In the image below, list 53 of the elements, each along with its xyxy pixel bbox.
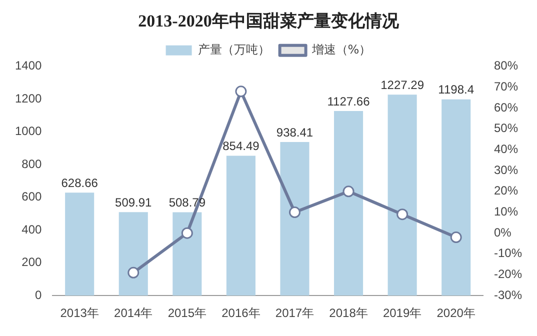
bar xyxy=(442,99,471,296)
y2-tick-label: 60% xyxy=(494,100,518,114)
x-tick-label: 2019年 xyxy=(382,306,422,320)
y2-tick-label: 10% xyxy=(494,204,518,219)
y-tick-label: 1400 xyxy=(14,58,42,73)
data-label: 1227.29 xyxy=(380,78,424,92)
y-tick-label: 1200 xyxy=(14,91,42,106)
chart-title: 2013-2020年中国甜菜产量变化情况 xyxy=(138,12,400,31)
data-label: 1127.66 xyxy=(327,94,370,108)
y-tick-label: 200 xyxy=(22,255,42,270)
point xyxy=(181,227,193,239)
x-tick-label: 2018年 xyxy=(329,306,368,320)
point xyxy=(342,186,354,198)
point xyxy=(396,208,408,220)
point xyxy=(128,266,140,278)
point xyxy=(235,86,247,98)
x-tick-label: 2015年 xyxy=(168,306,207,320)
y2-tick-label: 20% xyxy=(494,184,518,198)
data-label: 509.91 xyxy=(115,195,152,210)
data-label: 854.49 xyxy=(222,139,260,154)
point xyxy=(288,206,300,218)
y2-tick-label: -30% xyxy=(494,288,522,302)
y2-tick-label: 0% xyxy=(494,225,512,240)
y-tick-label: 0 xyxy=(35,288,42,302)
bar xyxy=(334,110,364,296)
x-tick-label: 2016年 xyxy=(222,306,260,320)
legend-label: 增速（%） xyxy=(310,42,372,57)
y2-tick-label: 70% xyxy=(494,80,518,94)
y2-tick-label: 50% xyxy=(494,121,518,136)
bar xyxy=(118,212,148,296)
y-tick-label: 1000 xyxy=(14,124,42,138)
x-tick-label: 2017年 xyxy=(275,306,314,320)
y2-tick-label: 30% xyxy=(494,162,518,177)
y-tick-label: 800 xyxy=(22,156,42,171)
data-label: 628.66 xyxy=(61,176,98,190)
y-tick-label: 600 xyxy=(22,190,42,204)
y2-tick-label: -10% xyxy=(494,246,522,260)
y2-tick-label: 40% xyxy=(494,142,518,156)
x-tick-label: 2013年 xyxy=(60,306,99,320)
bar xyxy=(226,156,256,296)
data-label: 1198.4 xyxy=(438,82,474,97)
point xyxy=(450,232,462,244)
y2-tick-label: -20% xyxy=(494,267,522,282)
bar xyxy=(65,192,94,296)
bar xyxy=(172,212,202,296)
data-label: 938.41 xyxy=(276,125,314,140)
legend-label: 产量（万吨） xyxy=(198,42,270,57)
x-tick-label: 2014年 xyxy=(114,306,153,320)
bar xyxy=(280,142,310,296)
y-tick-label: 400 xyxy=(22,222,42,236)
x-tick-label: 2020年 xyxy=(436,306,476,320)
y2-tick-label: 80% xyxy=(494,58,518,73)
bar xyxy=(388,94,417,296)
